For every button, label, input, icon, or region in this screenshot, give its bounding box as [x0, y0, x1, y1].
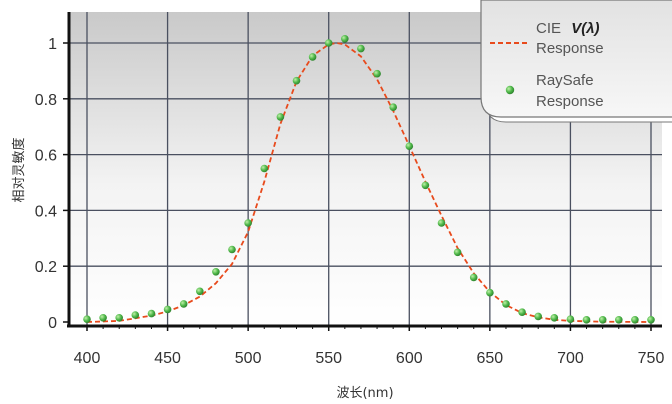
- data-point-raysafe-440: [147, 309, 156, 318]
- data-point-raysafe-500: [244, 219, 252, 227]
- y-tick-label-2: 0.4: [35, 203, 57, 220]
- x-tick-label-450: 450: [154, 350, 181, 367]
- y-tick-label-1: 0.2: [35, 259, 57, 276]
- data-point-raysafe-480: [212, 268, 220, 276]
- data-point-raysafe-680: [534, 312, 542, 321]
- data-point-raysafe-510: [260, 164, 269, 173]
- data-point-raysafe-640: [469, 273, 478, 282]
- series-line-layer: [86, 42, 652, 323]
- x-tick-label-550: 550: [315, 350, 342, 367]
- series-line-cie-v-lambda: [86, 42, 652, 323]
- data-point-raysafe-570: [357, 44, 365, 53]
- data-point-raysafe-750: [647, 316, 655, 324]
- legend-line-symbol: V(λ): [571, 20, 599, 37]
- data-point-raysafe-600: [405, 142, 414, 150]
- data-point-raysafe-460: [179, 300, 188, 308]
- data-point-raysafe-720: [598, 316, 607, 324]
- legend-box: [480, 0, 672, 118]
- data-point-raysafe-400: [83, 315, 91, 324]
- legend-line-label-2: Response: [536, 40, 604, 57]
- data-point-raysafe-410: [99, 314, 107, 322]
- data-point-raysafe-450: [163, 305, 172, 314]
- data-point-raysafe-670: [518, 308, 526, 317]
- legend-scatter-swatch: [505, 85, 515, 95]
- x-tick-label-600: 600: [396, 350, 423, 367]
- axis-ticks: 400 450 500 550 600 650 700 750 0 0.2 0.4 0.6 0.8 1: [35, 36, 665, 367]
- data-point-raysafe-610: [421, 181, 430, 190]
- y-tick-label-0: 0: [48, 315, 57, 332]
- legend-scatter-label: RaySafe: [536, 72, 594, 89]
- y-axis-title: 相对灵敏度: [11, 137, 27, 202]
- data-point-raysafe-740: [631, 316, 639, 324]
- y-tick-label-4: 0.8: [35, 92, 57, 109]
- x-tick-label-650: 650: [477, 350, 504, 367]
- data-point-raysafe-700: [566, 315, 575, 324]
- data-point-raysafe-710: [582, 316, 591, 324]
- data-point-raysafe-730: [615, 316, 623, 324]
- x-tick-label-750: 750: [638, 350, 665, 367]
- data-point-raysafe-660: [502, 300, 510, 308]
- data-point-raysafe-490: [228, 245, 236, 254]
- data-point-raysafe-560: [341, 35, 349, 43]
- x-tick-label-400: 400: [74, 350, 101, 367]
- data-point-raysafe-550: [324, 39, 333, 47]
- x-axis-title: 波长(nm): [336, 386, 393, 401]
- data-point-raysafe-530: [292, 76, 301, 85]
- data-point-raysafe-540: [308, 53, 317, 61]
- data-point-raysafe-630: [453, 248, 462, 257]
- data-point-raysafe-590: [389, 103, 398, 111]
- legend-line-prefix: CIE: [536, 20, 565, 37]
- data-point-raysafe-650: [486, 288, 494, 297]
- legend-scatter-label-2: Response: [536, 93, 604, 110]
- data-point-raysafe-620: [437, 219, 446, 227]
- data-point-raysafe-420: [115, 314, 123, 322]
- y-tick-label-5: 1: [48, 36, 57, 53]
- y-tick-label-3: 0.6: [35, 148, 57, 165]
- data-point-raysafe-430: [131, 311, 140, 319]
- x-tick-label-500: 500: [235, 350, 262, 367]
- legend-line-label: CIE V(λ): [536, 20, 600, 37]
- series-scatter-layer: [83, 35, 655, 324]
- data-point-raysafe-520: [276, 113, 285, 121]
- legend: CIE V(λ) Response RaySafe Response: [480, 0, 672, 123]
- data-point-raysafe-580: [373, 69, 381, 78]
- x-tick-label-700: 700: [557, 350, 584, 367]
- data-point-raysafe-470: [196, 287, 204, 296]
- data-point-raysafe-690: [550, 314, 559, 322]
